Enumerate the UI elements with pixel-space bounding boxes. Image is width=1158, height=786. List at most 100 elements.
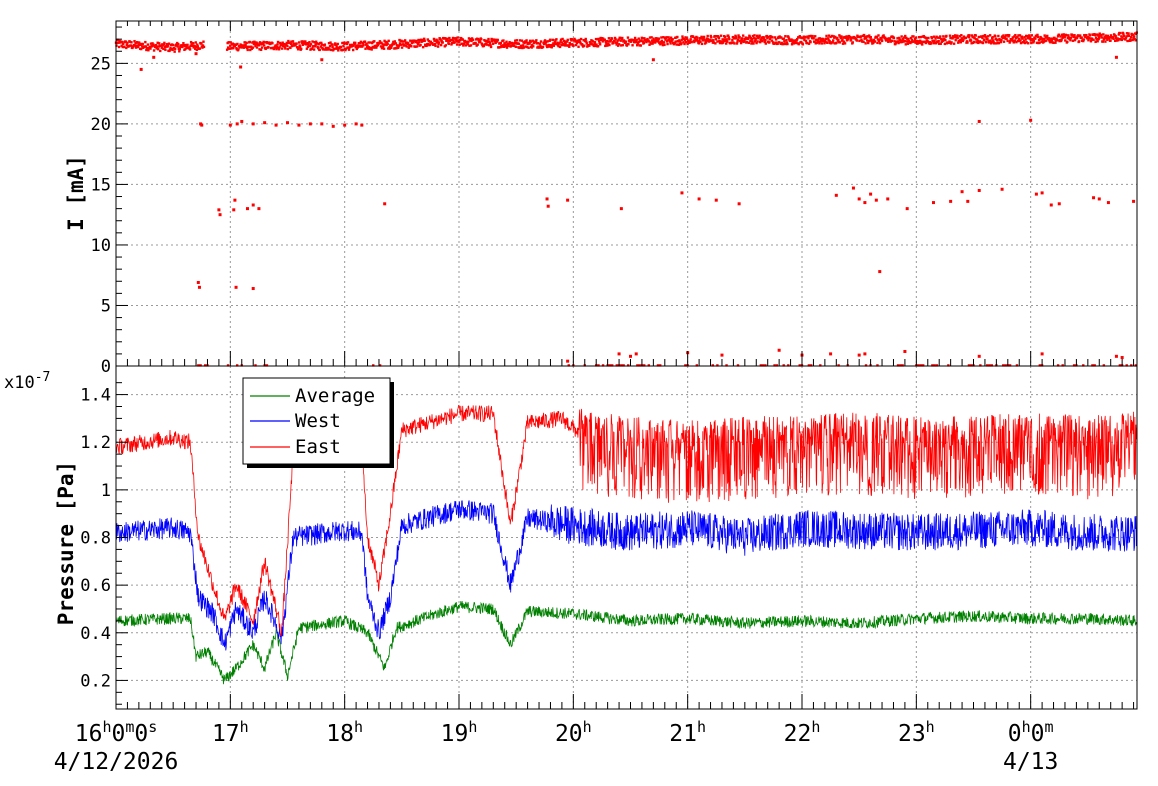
current-point [804, 39, 808, 43]
current-point [166, 44, 170, 47]
current-point [144, 45, 148, 48]
current-point [277, 48, 281, 51]
current-point [499, 46, 502, 49]
current-point [171, 48, 174, 52]
current-point [770, 39, 774, 42]
current-point [525, 45, 529, 49]
current-point [917, 40, 920, 43]
current-point [152, 55, 156, 59]
current-point [593, 43, 596, 46]
current-point [862, 40, 865, 44]
current-point [991, 36, 994, 39]
current-point [1061, 364, 1064, 367]
current-point [896, 40, 900, 43]
current-point [329, 41, 332, 44]
current-point [517, 42, 521, 45]
current-point [804, 36, 807, 39]
current-point [456, 36, 459, 39]
current-point [948, 40, 951, 43]
current-point [733, 42, 736, 45]
current-point [719, 34, 723, 37]
x-date-label: 4/12/2026 [54, 749, 179, 775]
current-point [298, 44, 301, 47]
current-point [343, 42, 346, 46]
current-point [897, 41, 900, 45]
current-point [500, 45, 504, 48]
current-point [862, 33, 866, 37]
y-tick-label: 0 [101, 357, 111, 377]
current-point [1062, 33, 1065, 36]
y-tick-label: 10 [91, 236, 111, 256]
current-point [741, 34, 745, 37]
current-point [410, 41, 414, 45]
y-tick-label: 1.4 [80, 386, 111, 406]
current-point [269, 46, 273, 50]
current-point [733, 37, 737, 40]
current-point [365, 46, 369, 49]
current-point [686, 39, 690, 42]
current-point [115, 44, 118, 47]
current-point [784, 42, 788, 46]
current-point [1050, 38, 1054, 42]
current-point [360, 123, 364, 127]
current-point [723, 38, 726, 41]
current-point [130, 41, 133, 44]
current-point [737, 202, 741, 206]
current-point [648, 36, 652, 39]
current-point [568, 45, 571, 48]
current-point [1114, 34, 1117, 38]
current-point [1130, 32, 1133, 36]
current-point [785, 41, 789, 44]
current-point [566, 359, 570, 363]
current-point [1012, 39, 1015, 43]
current-point [926, 40, 930, 43]
current-point [601, 40, 604, 43]
current-point [1090, 37, 1094, 40]
current-point [405, 45, 408, 48]
current-point [339, 45, 343, 49]
current-point [739, 39, 742, 42]
current-point [977, 188, 981, 192]
current-point [159, 49, 162, 53]
current-point [200, 42, 203, 45]
current-point [184, 43, 188, 47]
current-point [632, 38, 635, 42]
current-point [1094, 40, 1097, 44]
current-point [993, 42, 996, 45]
current-point [407, 42, 410, 45]
current-point [449, 38, 453, 42]
current-point [514, 39, 517, 42]
current-point [163, 41, 166, 45]
current-point [320, 122, 324, 126]
current-point [957, 41, 960, 44]
current-point [322, 48, 325, 51]
current-point [259, 48, 263, 51]
current-point [1041, 39, 1044, 42]
current-point [439, 38, 442, 41]
current-point [786, 42, 789, 46]
current-point [656, 364, 660, 367]
current-point [592, 44, 596, 48]
current-point [462, 44, 465, 47]
current-point [141, 45, 144, 48]
current-point [1042, 37, 1046, 41]
current-point [186, 43, 189, 47]
current-point [354, 41, 357, 45]
current-point [683, 42, 686, 46]
current-point [709, 34, 712, 38]
current-point [903, 39, 906, 43]
current-point [831, 41, 834, 44]
current-point [1005, 37, 1008, 41]
current-point [198, 47, 202, 50]
current-point [780, 36, 783, 39]
current-point [251, 203, 255, 207]
current-point [934, 42, 938, 45]
current-point [841, 42, 845, 45]
current-point [253, 40, 256, 43]
current-point [616, 44, 620, 47]
current-point [358, 45, 362, 48]
current-point [133, 39, 136, 43]
x-tick-label: 23h [898, 718, 935, 747]
current-point [282, 44, 285, 48]
current-point [656, 40, 659, 43]
